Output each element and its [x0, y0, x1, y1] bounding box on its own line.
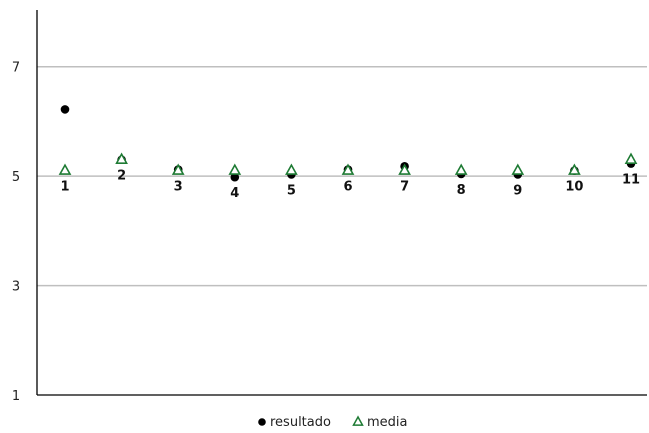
media-point [228, 163, 242, 175]
point-label: 1 [60, 180, 69, 195]
legend-resultado-label: resultado [270, 415, 331, 430]
point-label: 3 [174, 180, 183, 195]
axes [36, 10, 647, 396]
media-point [511, 163, 525, 175]
grid-lines [37, 65, 647, 287]
y-tick-label: 7 [12, 61, 20, 76]
media-point [568, 163, 581, 175]
point-label: 4 [230, 186, 239, 201]
media-point [115, 152, 128, 164]
media-point [454, 163, 468, 175]
legend: resultado media [258, 415, 408, 430]
y-tick-label: 1 [12, 389, 20, 404]
point-label: 6 [343, 180, 352, 195]
point-label: 7 [400, 180, 409, 195]
point-label: 5 [287, 184, 296, 199]
point-label: 11 [622, 173, 640, 188]
legend-media-label: media [367, 415, 408, 430]
media-point [398, 163, 411, 175]
point-label: 8 [457, 183, 466, 198]
point-label: 10 [565, 180, 583, 195]
media-point [624, 152, 638, 164]
point-label: 9 [513, 184, 522, 199]
media-point [171, 163, 185, 175]
data-points [58, 105, 638, 182]
data-labels: 1 2 3 4 5 6 7 8 9 10 11 [60, 169, 640, 202]
y-tick-label: 5 [12, 170, 20, 185]
y-tick-labels: 1 3 5 7 [12, 61, 20, 404]
media-point [341, 163, 355, 175]
legend-resultado-marker [258, 418, 266, 426]
resultado-point [60, 105, 70, 114]
media-point [285, 163, 298, 175]
y-tick-label: 3 [12, 280, 20, 295]
legend-media-marker [352, 415, 364, 426]
resultado-point [230, 172, 240, 182]
point-label: 2 [117, 169, 126, 184]
media-point [58, 163, 72, 175]
